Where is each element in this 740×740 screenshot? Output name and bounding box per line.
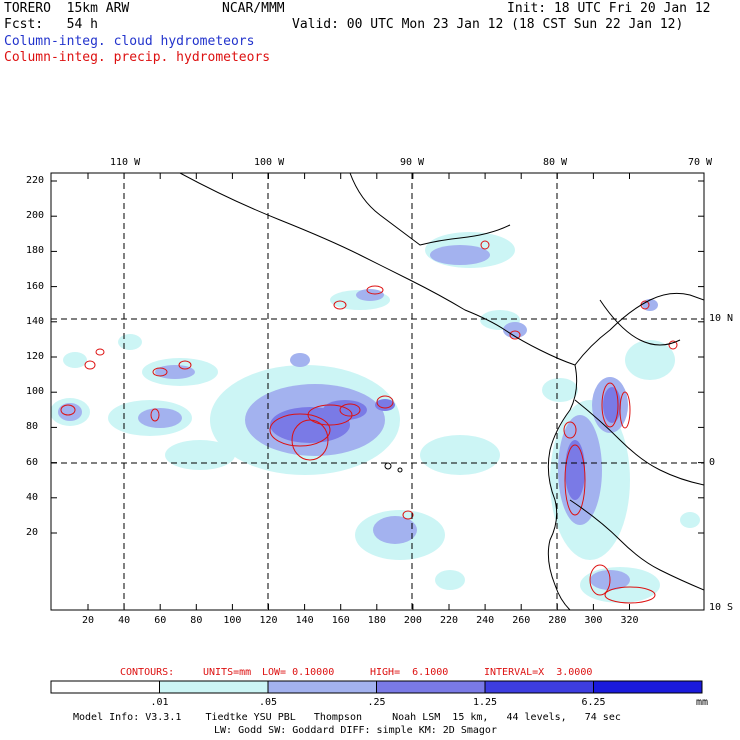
- colorbar-label: .05: [259, 697, 278, 708]
- x-grid-label: 20: [82, 615, 95, 626]
- colorbar: [50, 680, 703, 694]
- y-grid-label: 80: [26, 421, 39, 433]
- y-grid-label: 20: [26, 527, 39, 538]
- x-grid-label: 320: [620, 615, 639, 626]
- x-grid-label: 140: [295, 615, 314, 626]
- x-grid-label: 180: [367, 615, 386, 626]
- plot-frame: [50, 172, 705, 611]
- x-grid-label: 40: [118, 615, 131, 626]
- coastlines: [179, 173, 704, 610]
- x-ticks: [87, 173, 630, 610]
- model-info-line2: LW: Godd SW: Goddard DIFF: simple KM: 2D…: [214, 725, 497, 736]
- x-grid-label: 120: [259, 615, 278, 626]
- header-init-time: Init: 18 UTC Fri 20 Jan 12: [507, 1, 711, 16]
- y-grid-label: 40: [26, 491, 39, 503]
- x-grid-label: 280: [548, 615, 567, 626]
- x-grid-label: 100: [223, 615, 242, 626]
- colorbar-label: .25: [367, 697, 386, 708]
- lon-label-70w: 70 W: [688, 157, 713, 168]
- colorbar-segment: [159, 680, 269, 694]
- x-grid-label: 220: [440, 615, 459, 626]
- contour-units: UNITS=mm: [203, 667, 252, 678]
- field-precip-label: Column-integ. precip. hydrometeors: [4, 50, 271, 65]
- y-ticks: [51, 180, 704, 534]
- y-grid-label: 120: [26, 351, 45, 362]
- x-grid-label: 300: [584, 615, 603, 626]
- lon-label-110w: 110 W: [110, 157, 141, 168]
- colorbar-segment: [267, 680, 377, 694]
- x-grid-label: 80: [190, 615, 203, 626]
- header-organization: NCAR/MMM: [222, 1, 285, 16]
- y-grid-label: 180: [26, 245, 45, 257]
- header-model-label: TORERO 15km ARW: [4, 1, 130, 16]
- y-grid-label: 220: [26, 175, 45, 186]
- colorbar-label: .01: [150, 697, 169, 708]
- x-grid-label: 240: [476, 615, 495, 626]
- colorbar-segment: [484, 680, 594, 694]
- colorbar-segment: [593, 680, 703, 694]
- x-grid-label: 60: [154, 615, 167, 626]
- y-grid-label: 100: [26, 386, 45, 398]
- lat-label-0: 0: [709, 457, 716, 468]
- contour-low: LOW= 0.10000: [262, 667, 335, 678]
- y-grid-label: 60: [26, 456, 39, 468]
- colorbar-segment: [50, 680, 160, 694]
- colorbar-unit: mm: [696, 697, 709, 708]
- header-forecast-hour: Fcst: 54 h: [4, 17, 98, 32]
- colorbar-segment: [376, 680, 486, 694]
- contour-high: HIGH= 6.1000: [370, 667, 449, 678]
- x-grid-label: 160: [331, 615, 350, 626]
- lat-label-10n: 10 N: [709, 313, 734, 324]
- precip-contours: [60, 240, 678, 604]
- contour-interval: INTERVAL=X 3.0000: [484, 667, 593, 678]
- y-grid-label: 200: [26, 210, 45, 222]
- field-cloud-label: Column-integ. cloud hydrometeors: [4, 34, 255, 49]
- contour-title: CONTOURS:: [120, 667, 175, 678]
- lon-label-80w: 80 W: [543, 157, 568, 168]
- lat-lon-grid: [51, 173, 704, 610]
- model-info-line1: Model Info: V3.3.1 Tiedtke YSU PBL Thomp…: [73, 712, 621, 723]
- colorbar-label: 1.25: [473, 697, 498, 708]
- x-grid-label: 260: [512, 615, 531, 626]
- lon-label-90w: 90 W: [400, 157, 425, 168]
- header-valid-time: Valid: 00 UTC Mon 23 Jan 12 (18 CST Sun …: [292, 17, 684, 32]
- lat-label-10s: 10 S: [709, 602, 734, 613]
- lon-label-100w: 100 W: [254, 157, 285, 168]
- colorbar-label: 6.25: [581, 697, 606, 708]
- y-grid-label: 160: [26, 280, 45, 292]
- y-grid-label: 140: [26, 315, 45, 327]
- x-grid-label: 200: [403, 615, 422, 626]
